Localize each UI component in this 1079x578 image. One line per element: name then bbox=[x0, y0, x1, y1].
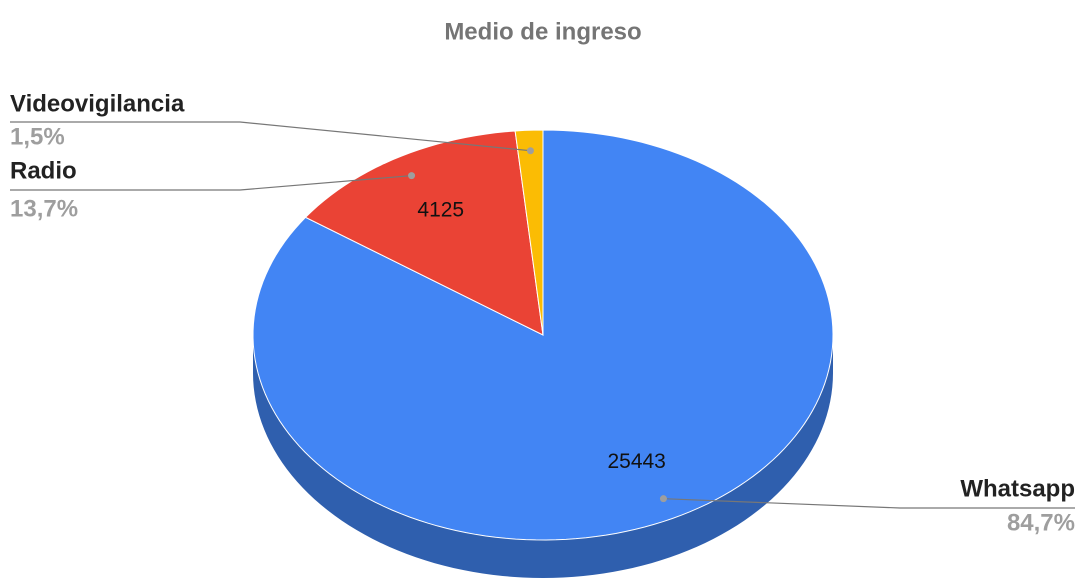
chart-title: Medio de ingreso bbox=[444, 18, 641, 45]
pie-side bbox=[253, 335, 833, 578]
leader-dot bbox=[659, 495, 667, 503]
leader-line bbox=[10, 121, 531, 152]
percent-label: 1,5% bbox=[10, 123, 65, 150]
leader-line bbox=[663, 498, 1075, 509]
pie-slice bbox=[304, 130, 544, 336]
leader-dot bbox=[526, 147, 534, 155]
pie-slice bbox=[514, 129, 544, 336]
data-label: 4125 bbox=[417, 199, 464, 222]
legend-label: Videovigilancia bbox=[10, 90, 185, 117]
legend-label: Radio bbox=[10, 157, 77, 184]
leader-line bbox=[10, 175, 412, 191]
percent-label: 13,7% bbox=[10, 195, 78, 222]
percent-label: 84,7% bbox=[1007, 509, 1075, 536]
leader-dot bbox=[408, 172, 416, 180]
data-label: 25443 bbox=[607, 450, 665, 473]
legend-label: Whatsapp bbox=[960, 475, 1075, 502]
